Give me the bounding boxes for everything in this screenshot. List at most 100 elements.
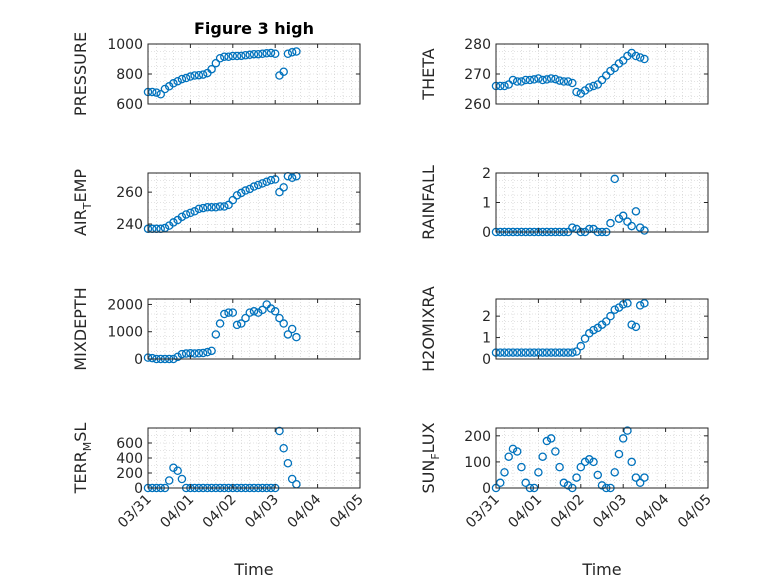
data-point <box>258 49 267 59</box>
data-point <box>504 80 513 89</box>
data-point <box>610 468 619 477</box>
data-point <box>245 308 255 317</box>
data-point <box>627 457 636 467</box>
data-point <box>228 308 238 317</box>
data-point <box>164 476 174 485</box>
data-point <box>623 299 632 308</box>
data-point <box>517 348 526 357</box>
data-point <box>512 447 522 456</box>
y-axis-label: MIXDEPTH <box>71 287 90 370</box>
data-point <box>589 457 598 467</box>
data-point <box>640 54 649 64</box>
data-point <box>512 77 522 86</box>
data-point <box>504 452 513 461</box>
data-point <box>275 187 284 197</box>
data-point <box>147 353 157 363</box>
data-point <box>640 226 649 235</box>
data-point <box>559 77 569 86</box>
data-point <box>563 481 573 490</box>
data-point <box>546 434 556 443</box>
data-point <box>635 301 645 310</box>
data-point <box>173 76 182 86</box>
data-point <box>572 87 581 97</box>
panel-pressure: 600 800 1000 PRESSURE Figure 3 high <box>71 19 361 116</box>
data-point <box>177 212 187 222</box>
data-point <box>521 348 530 357</box>
data-point <box>601 71 611 80</box>
data-point <box>597 75 607 85</box>
data-point <box>198 348 208 358</box>
x-tick-label: 04/01 <box>505 492 545 532</box>
data-point <box>262 49 271 58</box>
y-tick-label: 0 <box>482 352 491 368</box>
data-point <box>249 182 259 191</box>
data-point <box>495 81 505 91</box>
data-point <box>538 452 547 461</box>
panel-mixdepth: 0 1000 2000 MIXDEPTH <box>71 287 361 371</box>
y-tick-label: 800 <box>116 67 143 83</box>
data-point <box>568 78 577 88</box>
data-point <box>529 75 539 84</box>
data-point <box>249 307 259 316</box>
data-point <box>266 48 276 58</box>
data-point <box>529 348 539 357</box>
data-point <box>237 188 246 198</box>
data-point <box>287 324 297 334</box>
data-point <box>517 77 526 86</box>
data-point <box>572 347 581 356</box>
data-point <box>186 72 195 81</box>
data-point <box>534 468 543 477</box>
data-point <box>508 444 518 454</box>
data-point <box>551 348 560 357</box>
data-point <box>631 207 641 216</box>
data-point <box>618 56 628 65</box>
data-point <box>270 49 280 59</box>
data-point <box>287 173 297 183</box>
data-point <box>194 204 204 214</box>
data-point <box>606 311 615 321</box>
data-point <box>568 223 577 232</box>
data-point <box>177 74 187 84</box>
data-point <box>525 75 535 85</box>
data-point <box>512 348 522 357</box>
y-tick-label: 2 <box>482 166 491 182</box>
data-point <box>546 348 556 357</box>
data-point <box>580 334 590 343</box>
data-point <box>232 320 242 330</box>
y-tick-label: 600 <box>116 436 143 452</box>
data-point <box>538 75 547 85</box>
y-tick-label: 280 <box>464 37 491 53</box>
data-point <box>232 51 242 61</box>
data-point <box>275 313 284 323</box>
data-point <box>283 330 293 339</box>
data-point <box>563 77 573 86</box>
axes-box <box>147 298 361 360</box>
y-tick-label: 0 <box>134 481 143 497</box>
data-point <box>546 74 556 83</box>
y-axis-label-part: AIR <box>71 209 90 236</box>
data-point <box>258 179 267 188</box>
data-point <box>576 462 586 472</box>
data-point <box>266 175 276 185</box>
data-point <box>194 70 204 80</box>
data-point <box>249 49 259 59</box>
data-point <box>614 449 624 459</box>
y-axis-label: SUNFLUX <box>419 422 442 493</box>
data-point <box>245 184 255 194</box>
x-tick-label: 04/01 <box>157 492 197 532</box>
data-point <box>292 47 301 56</box>
y-tick-label: 240 <box>116 217 143 233</box>
data-point <box>198 203 208 213</box>
data-point <box>576 341 586 351</box>
data-point <box>253 180 263 190</box>
data-point <box>551 447 560 456</box>
data-point <box>559 478 569 488</box>
data-point <box>186 208 195 218</box>
data-point <box>593 80 603 89</box>
y-tick-label: 270 <box>464 67 491 83</box>
data-point <box>156 90 165 99</box>
data-point <box>618 434 628 443</box>
data-point <box>287 474 297 484</box>
axes-box <box>495 298 709 360</box>
